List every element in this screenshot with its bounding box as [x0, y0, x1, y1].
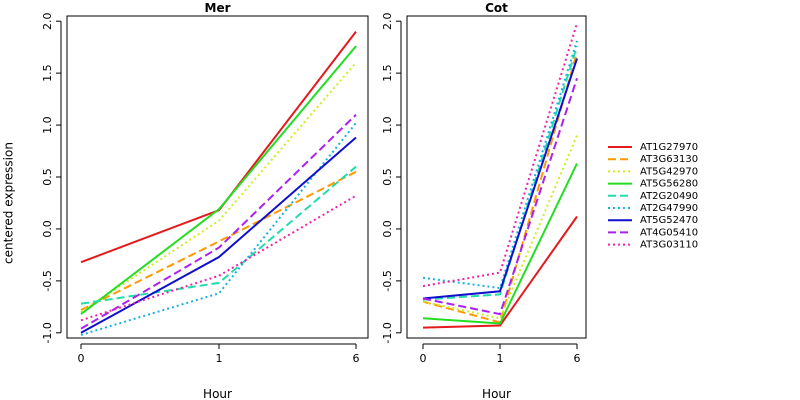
series-line-at1g27970 — [422, 215, 578, 329]
y-tick-label: 0.5 — [41, 168, 54, 186]
x-tick-label: 6 — [353, 352, 360, 365]
series-line-at1g27970 — [80, 30, 357, 264]
legend-label: AT5G52470 — [640, 215, 698, 226]
plot-frame — [406, 15, 587, 339]
series-line-at5g52470 — [80, 136, 357, 334]
y-tick-label: 0.0 — [381, 220, 394, 238]
x-axis-label: Hour — [482, 387, 511, 400]
y-tick-label: -1.0 — [41, 322, 54, 343]
y-tick-label: 1.5 — [381, 64, 394, 82]
series-line-at3g03110 — [80, 194, 357, 322]
series-line-at3g63130 — [422, 52, 578, 324]
y-axis-label: centered expression — [2, 142, 16, 264]
legend-label: AT3G03110 — [640, 240, 698, 251]
y-tick-label: 1.5 — [41, 64, 54, 82]
panel-mer: Mer -1.0 -0.5 0.0 0.5 1.0 1.5 2.0 0 1 6 Hour — [41, 1, 369, 400]
legend-label: AT5G56280 — [640, 179, 698, 190]
y-tick-label: 2.0 — [41, 12, 54, 30]
y-tick-label: 1.0 — [41, 116, 54, 134]
series-line-at3g03110 — [422, 23, 578, 288]
legend-label: AT5G42970 — [640, 166, 698, 177]
series-line-at5g42970 — [422, 135, 578, 320]
panel-title: Mer — [205, 1, 231, 15]
y-tick-label: -0.5 — [41, 270, 54, 291]
legend-label: AT3G63130 — [640, 154, 698, 165]
series-line-at5g52470 — [422, 58, 578, 300]
series-line-at2g20490 — [80, 165, 357, 305]
legend: AT1G27970AT3G63130AT5G42970AT5G56280AT2G… — [608, 142, 698, 251]
legend-label: AT1G27970 — [640, 142, 698, 153]
legend-label: AT2G20490 — [640, 191, 698, 202]
legend-label: AT2G47990 — [640, 203, 698, 214]
series-line-at2g47990 — [422, 40, 578, 290]
y-tick-label: -0.5 — [381, 270, 394, 291]
panel-title: Cot — [485, 1, 508, 15]
x-axis-label: Hour — [203, 387, 232, 400]
series-line-at5g42970 — [80, 62, 357, 313]
legend-label: AT4G05410 — [640, 227, 698, 238]
panels-group: Mer -1.0 -0.5 0.0 0.5 1.0 1.5 2.0 0 1 6 Hour Cot -1.0… — [41, 1, 587, 400]
series-line-at5g56280 — [80, 45, 357, 315]
series-line-at5g56280 — [422, 163, 578, 325]
y-tick-label: 2.0 — [381, 12, 394, 30]
y-tick-label: 1.0 — [381, 116, 394, 134]
series-line-at2g20490 — [422, 45, 578, 301]
series-line-at3g63130 — [80, 170, 357, 311]
panel-cot: Cot -1.0 -0.5 0.0 0.5 1.0 1.5 2.0 0 1 6 Hour — [381, 1, 587, 400]
y-tick-label: 0.0 — [41, 220, 54, 238]
x-tick-label: 0 — [420, 352, 427, 365]
x-tick-label: 1 — [497, 352, 504, 365]
x-tick-label: 6 — [574, 352, 581, 365]
series-line-at4g05410 — [422, 77, 578, 316]
y-tick-label: -1.0 — [381, 322, 394, 343]
x-tick-label: 0 — [78, 352, 85, 365]
series-line-at4g05410 — [80, 113, 357, 330]
x-tick-label: 1 — [216, 352, 223, 365]
plot-frame — [66, 15, 369, 339]
y-tick-label: 0.5 — [381, 168, 394, 186]
